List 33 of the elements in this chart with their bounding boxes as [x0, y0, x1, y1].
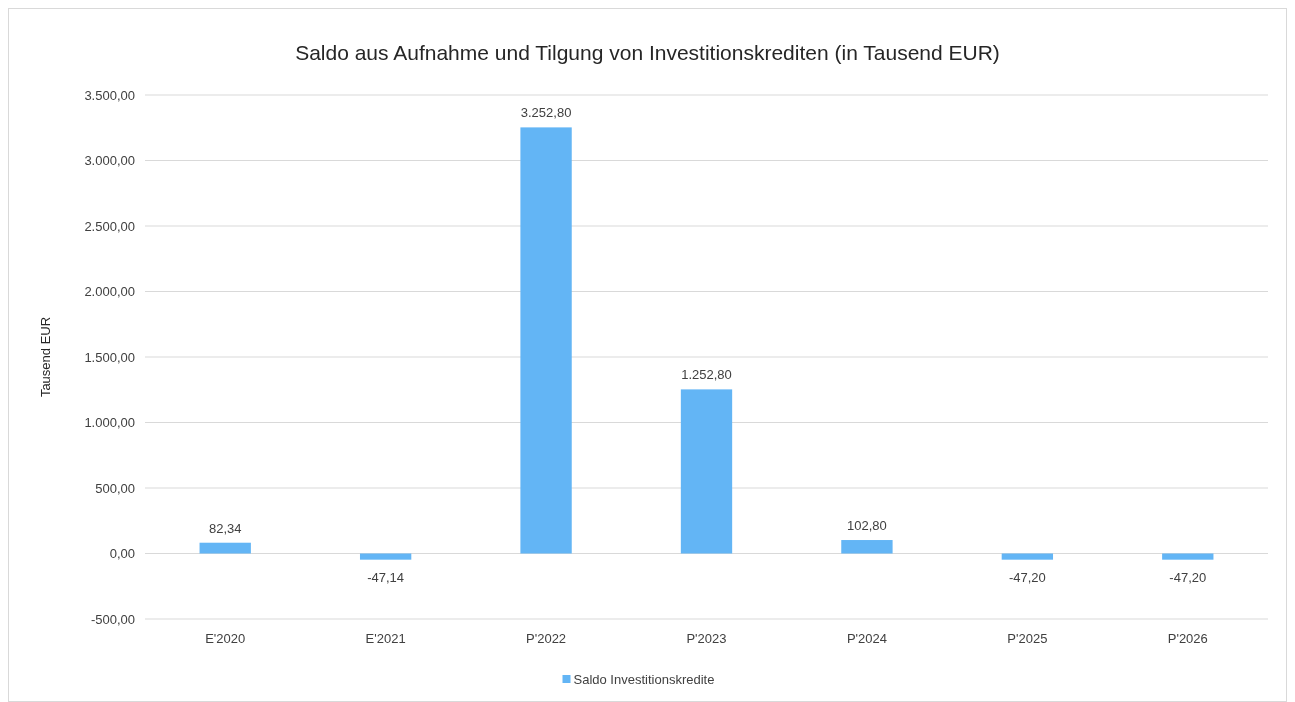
- legend-label: Saldo Investitionskredite: [573, 672, 715, 687]
- bar: [841, 540, 893, 554]
- bar: [1001, 553, 1054, 560]
- x-tick-label: P'2024: [846, 631, 887, 646]
- bar: [199, 542, 251, 554]
- y-tick-label: 1.000,00: [84, 415, 135, 431]
- data-label: 102,80: [847, 518, 887, 534]
- x-tick-label: P'2026: [1167, 631, 1208, 646]
- data-label: 82,34: [208, 520, 242, 536]
- y-tick-label: 500,00: [95, 480, 135, 496]
- y-axis-title: Tausend EUR: [38, 316, 53, 398]
- data-label: -47,14: [367, 569, 405, 585]
- data-label: 3.252,80: [520, 105, 572, 121]
- y-tick-label: 2.000,00: [84, 284, 135, 300]
- y-tick-label: 2.500,00: [84, 218, 135, 234]
- bar: [680, 389, 733, 554]
- x-tick-label: P'2025: [1007, 631, 1048, 646]
- x-tick-label: P'2023: [686, 631, 727, 646]
- chart-title: Saldo aus Aufnahme und Tilgung von Investitionskrediten (in Tausend EUR): [295, 41, 1000, 64]
- y-tick-label: 1.500,00: [84, 349, 135, 365]
- data-label: 1.252,80: [681, 367, 732, 383]
- y-tick-label: 3.500,00: [84, 87, 135, 103]
- x-tick-label: P'2022: [526, 631, 567, 646]
- data-label: -47,20: [1008, 569, 1046, 585]
- x-tick-label: E'2020: [205, 631, 246, 646]
- y-tick-label: 3.000,00: [84, 153, 135, 169]
- bar: [520, 127, 572, 554]
- y-tick-label: -500,00: [90, 611, 135, 627]
- data-label: -47,20: [1169, 569, 1207, 585]
- x-tick-label: E'2021: [365, 631, 406, 646]
- bar: [359, 553, 412, 560]
- y-tick-label: 0,00: [109, 546, 135, 562]
- bar: [1162, 553, 1214, 560]
